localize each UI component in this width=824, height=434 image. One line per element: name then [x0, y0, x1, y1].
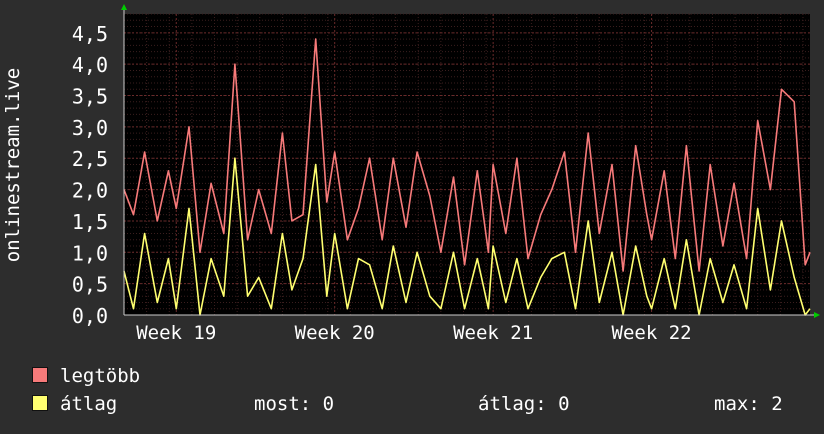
stat-max-label: max: [714, 393, 760, 415]
legend-swatch-atlag [32, 395, 48, 411]
y-tick-label: 0,0 [72, 304, 108, 328]
legend-row-max: legtöbb [32, 362, 812, 390]
legend-label-legtobb: legtöbb [60, 365, 141, 387]
series-line-1 [123, 157, 811, 316]
x-axis-arrow [814, 312, 820, 318]
x-tick-label: Week 20 [295, 322, 375, 344]
stat-atlag-label: átlag: [478, 393, 547, 415]
stat-most-value: 0 [322, 393, 335, 415]
stat-atlag-value: 0 [558, 393, 570, 415]
y-tick-label: 2,0 [72, 179, 108, 203]
stat-max: max: 2 [714, 390, 783, 418]
y-axis-label: onlinestream.live [2, 68, 24, 262]
y-tick-label: 4,5 [72, 22, 108, 46]
y-tick-label: 1,5 [72, 210, 108, 234]
x-tick-label: Week 21 [453, 322, 533, 344]
y-tick-label: 2,5 [72, 147, 108, 171]
series-layer [123, 38, 811, 316]
y-tick-label: 3,5 [72, 85, 108, 109]
y-tick-label: 1,0 [72, 241, 108, 265]
legend-swatch-legtobb [32, 367, 48, 383]
series-line-0 [123, 38, 811, 272]
stat-most-label: most: [254, 393, 312, 415]
legend-label-atlag: átlag [60, 393, 118, 415]
y-tick-label: 3,0 [72, 116, 108, 140]
stat-atlag: átlag: 0 [478, 390, 570, 418]
stat-max-value: 2 [771, 393, 783, 415]
x-tick-label: Week 22 [612, 322, 692, 344]
stat-most: most: 0 [254, 390, 334, 418]
axis-layer: 0,0 0,5 1,0 1,5 2,0 2,5 3,0 3,5 4,0 4,5 Week 19 Wee… [72, 4, 820, 344]
y-tick-label: 0,5 [72, 273, 108, 297]
x-tick-label: Week 19 [136, 322, 216, 344]
y-axis-arrow [121, 4, 127, 10]
legend-row-avg: átlag most: 0 átlag: 0 max: 2 [32, 390, 812, 418]
y-tick-label: 4,0 [72, 53, 108, 77]
legend: legtöbb átlag most: 0 átlag: 0 max: 2 [32, 362, 812, 418]
